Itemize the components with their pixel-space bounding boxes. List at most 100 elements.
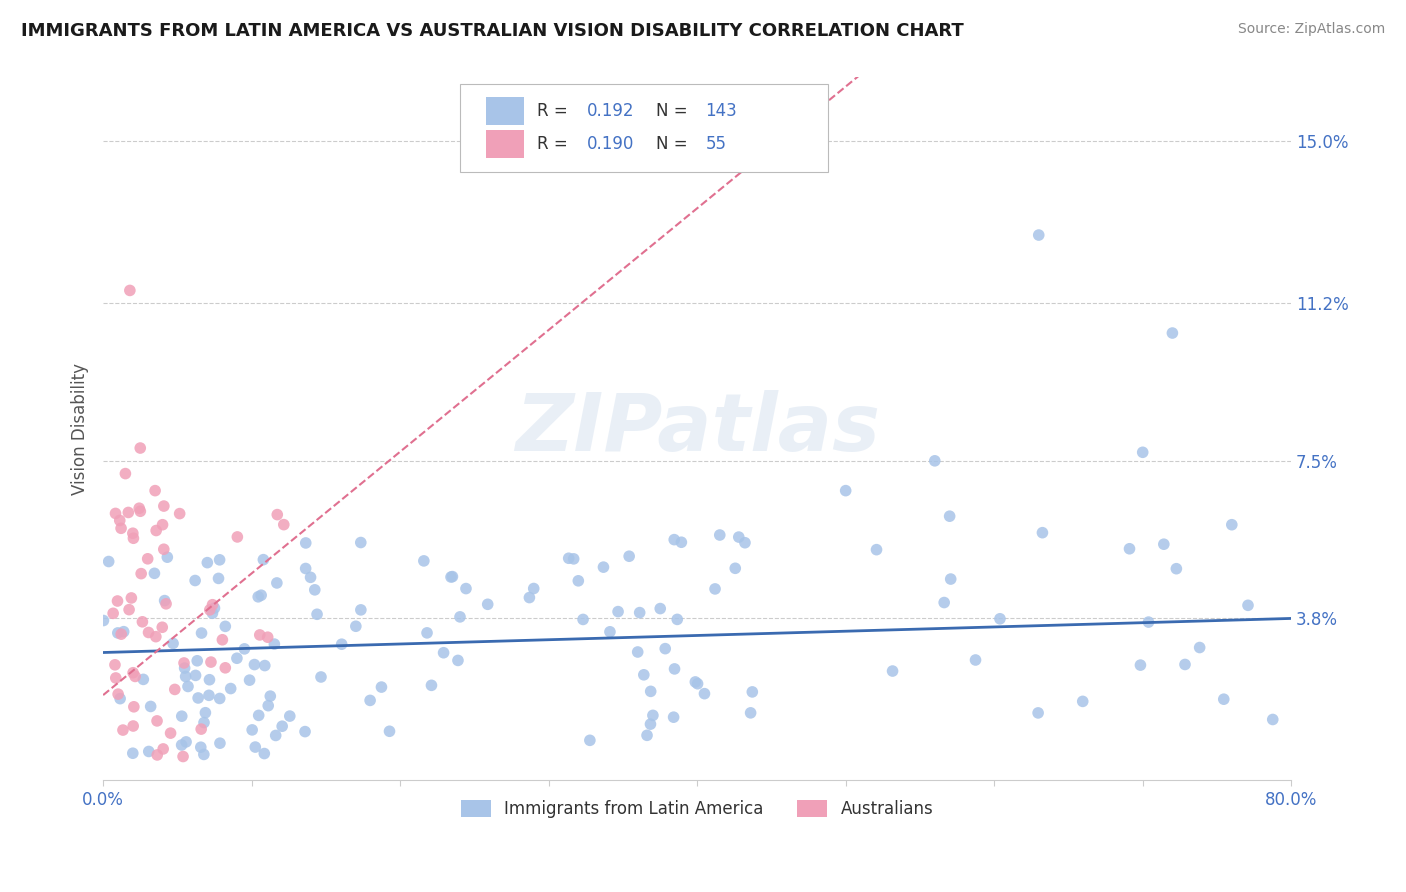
- Point: [250, 588, 273, 602]
- Point: [201, 598, 224, 612]
- Point: [243, 657, 266, 672]
- Point: [201, 606, 224, 620]
- Point: [122, 531, 145, 545]
- Point: [162, 636, 184, 650]
- Point: [1153, 537, 1175, 551]
- Text: R =: R =: [537, 103, 572, 120]
- Point: [709, 528, 731, 542]
- Point: [163, 682, 186, 697]
- Point: [1129, 658, 1152, 673]
- Point: [107, 594, 129, 608]
- Point: [257, 698, 280, 713]
- Point: [247, 590, 270, 604]
- Point: [252, 552, 274, 566]
- Point: [121, 526, 143, 541]
- Point: [184, 574, 207, 588]
- Point: [330, 637, 353, 651]
- Point: [97, 555, 120, 569]
- Point: [129, 566, 152, 581]
- Text: ZIPatlas: ZIPatlas: [515, 390, 880, 468]
- Point: [1220, 517, 1243, 532]
- Point: [138, 744, 160, 758]
- Point: [146, 714, 169, 728]
- Point: [108, 513, 131, 527]
- Point: [988, 612, 1011, 626]
- Point: [146, 747, 169, 762]
- Point: [693, 687, 716, 701]
- Point: [121, 746, 143, 760]
- Point: [1132, 445, 1154, 459]
- Point: [350, 603, 373, 617]
- Point: [118, 284, 141, 298]
- Point: [266, 576, 288, 591]
- Point: [187, 690, 209, 705]
- Point: [939, 572, 962, 586]
- Point: [150, 620, 173, 634]
- Point: [278, 709, 301, 723]
- Point: [440, 570, 463, 584]
- Point: [143, 566, 166, 581]
- Point: [174, 669, 197, 683]
- Point: [129, 504, 152, 518]
- Point: [734, 535, 756, 549]
- Point: [122, 719, 145, 733]
- Point: [173, 661, 195, 675]
- Point: [132, 673, 155, 687]
- Point: [294, 724, 316, 739]
- Point: [449, 610, 471, 624]
- Point: [562, 552, 585, 566]
- Point: [143, 483, 166, 498]
- Text: 0.190: 0.190: [586, 136, 634, 153]
- Point: [447, 653, 470, 667]
- Point: [200, 655, 222, 669]
- Point: [122, 699, 145, 714]
- Text: IMMIGRANTS FROM LATIN AMERICA VS AUSTRALIAN VISION DISABILITY CORRELATION CHART: IMMIGRANTS FROM LATIN AMERICA VS AUSTRAL…: [21, 22, 965, 40]
- Point: [834, 483, 856, 498]
- Point: [378, 724, 401, 739]
- Point: [654, 641, 676, 656]
- Point: [441, 569, 464, 583]
- Point: [145, 524, 167, 538]
- Point: [211, 632, 233, 647]
- Point: [641, 708, 664, 723]
- Point: [136, 551, 159, 566]
- Point: [195, 556, 218, 570]
- Point: [938, 509, 960, 524]
- Point: [198, 689, 221, 703]
- Point: [266, 508, 288, 522]
- Point: [273, 517, 295, 532]
- Point: [741, 685, 763, 699]
- FancyBboxPatch shape: [485, 130, 523, 158]
- Point: [186, 654, 208, 668]
- Point: [727, 530, 749, 544]
- Text: N =: N =: [655, 103, 688, 120]
- Point: [309, 670, 332, 684]
- Point: [108, 691, 131, 706]
- Point: [1237, 599, 1260, 613]
- Point: [101, 607, 124, 621]
- Point: [477, 597, 499, 611]
- Point: [519, 591, 541, 605]
- Point: [412, 554, 434, 568]
- Point: [208, 691, 231, 706]
- Point: [129, 441, 152, 455]
- Point: [1161, 326, 1184, 340]
- Point: [170, 709, 193, 723]
- Point: [208, 736, 231, 750]
- Text: N =: N =: [655, 136, 688, 153]
- Point: [239, 673, 262, 687]
- Point: [740, 706, 762, 720]
- Point: [628, 606, 651, 620]
- Point: [567, 574, 589, 588]
- Point: [579, 733, 602, 747]
- Point: [247, 708, 270, 723]
- Point: [454, 582, 477, 596]
- Point: [110, 521, 132, 535]
- Point: [627, 645, 650, 659]
- Point: [145, 630, 167, 644]
- Point: [1261, 713, 1284, 727]
- Point: [259, 689, 281, 703]
- Point: [617, 549, 640, 564]
- Point: [965, 653, 987, 667]
- Point: [170, 738, 193, 752]
